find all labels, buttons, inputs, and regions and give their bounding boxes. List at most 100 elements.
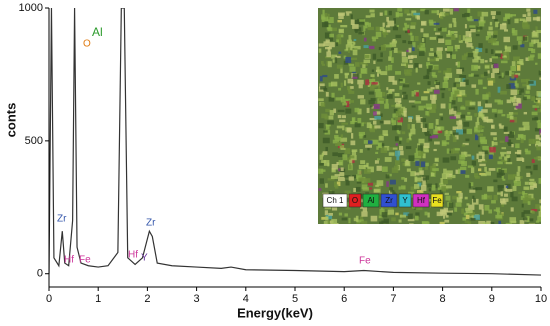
- texture: [510, 65, 517, 72]
- texture: [376, 180, 384, 186]
- texture: [509, 97, 515, 102]
- texture: [509, 119, 517, 123]
- texture: [398, 140, 402, 145]
- texture: [540, 105, 541, 112]
- texture: [357, 169, 362, 175]
- texture: [487, 77, 492, 81]
- texture: [458, 119, 462, 125]
- annotation: Y: [141, 253, 148, 264]
- texture: [344, 190, 351, 196]
- texture: [336, 39, 339, 43]
- texture: [342, 102, 348, 106]
- texture: [325, 46, 332, 50]
- texture: [464, 24, 467, 29]
- texture: [470, 73, 474, 77]
- texture: [446, 33, 452, 37]
- texture: [355, 30, 358, 34]
- texture: [337, 114, 342, 119]
- texture: [319, 75, 323, 82]
- texture: [398, 186, 401, 190]
- texture: [525, 165, 531, 169]
- texture: [353, 217, 358, 222]
- texture: [374, 160, 379, 164]
- texture: [458, 40, 463, 43]
- texture: [501, 159, 505, 162]
- texture: [463, 53, 468, 57]
- texture: [482, 86, 487, 90]
- annotation: Hf: [64, 255, 74, 266]
- texture: [519, 18, 526, 21]
- texture: [363, 63, 368, 66]
- texture: [406, 168, 411, 172]
- texture: [457, 97, 463, 102]
- texture: [354, 62, 360, 67]
- texture: [429, 58, 435, 62]
- texture: [368, 99, 375, 105]
- texture: [478, 168, 482, 172]
- texture: [491, 141, 498, 146]
- texture: [352, 24, 359, 29]
- texture: [433, 27, 437, 31]
- texture: [328, 212, 333, 216]
- texture: [333, 108, 337, 113]
- texture: [327, 178, 335, 181]
- texture: [399, 145, 404, 151]
- texture: [447, 173, 450, 177]
- texture: [416, 15, 421, 20]
- texture: [371, 36, 379, 40]
- texture: [335, 130, 338, 134]
- texture: [421, 185, 427, 191]
- texture: [535, 26, 538, 33]
- texture: [515, 83, 519, 88]
- texture: [354, 107, 360, 113]
- texture: [453, 82, 457, 87]
- texture: [357, 108, 362, 115]
- texture: [511, 73, 515, 79]
- texture: [321, 169, 326, 172]
- texture: [394, 116, 401, 121]
- texture: [474, 173, 479, 178]
- texture: [432, 74, 438, 78]
- texture: [319, 162, 324, 166]
- texture: [419, 43, 423, 46]
- texture: [445, 135, 450, 141]
- texture: [449, 109, 452, 115]
- texture: [519, 220, 525, 224]
- texture: [391, 104, 396, 107]
- texture: [505, 161, 513, 165]
- texture: [395, 150, 401, 157]
- texture: [401, 131, 406, 135]
- texture: [446, 49, 453, 56]
- texture: [500, 201, 507, 205]
- texture: [465, 37, 472, 43]
- texture: [537, 109, 541, 113]
- texture: [506, 84, 511, 89]
- texture: [517, 149, 522, 155]
- texture: [328, 82, 333, 87]
- texture: [536, 91, 541, 97]
- texture: [478, 159, 482, 163]
- texture: [499, 23, 507, 30]
- texture: [408, 117, 412, 123]
- texture: [321, 216, 328, 220]
- texture: [460, 77, 463, 84]
- legend-label: Ch 1: [327, 196, 344, 205]
- texture: [340, 67, 343, 74]
- texture: [452, 126, 459, 130]
- annotation: O: [83, 39, 91, 50]
- texture: [495, 21, 500, 28]
- texture: [460, 106, 466, 110]
- texture: [533, 39, 540, 44]
- texture: [458, 34, 462, 41]
- texture: [455, 83, 462, 88]
- texture: [324, 12, 328, 18]
- legend-swatch: [362, 193, 380, 208]
- texture: [511, 144, 514, 148]
- texture: [533, 164, 538, 171]
- texture: [442, 82, 449, 88]
- texture: [377, 85, 381, 92]
- texture: [389, 42, 397, 47]
- texture: [480, 58, 485, 64]
- texture: [413, 12, 421, 16]
- texture: [478, 220, 486, 224]
